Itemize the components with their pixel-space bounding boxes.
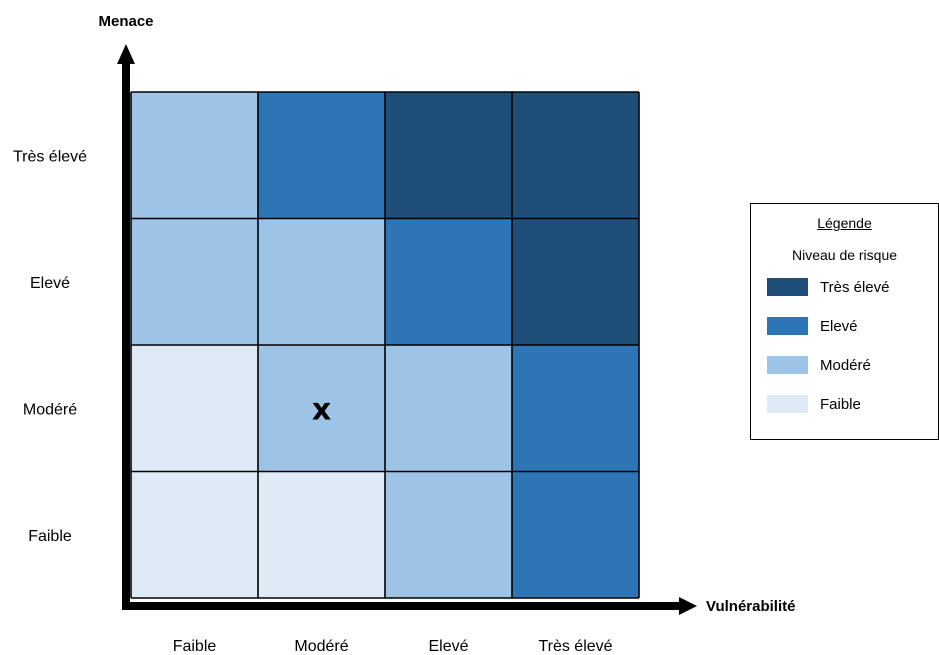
- heatmap-cell-tres-eleve-tres-eleve: [512, 92, 639, 219]
- heatmap-cell-tres-eleve-faible: [131, 92, 258, 219]
- position-marker: x: [312, 392, 331, 427]
- heatmap-cell-modere-eleve: [385, 345, 512, 472]
- heatmap-cell-faible-eleve: [385, 471, 512, 598]
- legend-title: Légende: [817, 215, 872, 231]
- heatmap-cell-tres-eleve-eleve: [385, 92, 512, 219]
- legend-subtitle: Niveau de risque: [791, 247, 898, 263]
- legend-swatch: [767, 395, 808, 413]
- y-tick-label: Très élevé: [13, 148, 87, 165]
- heatmap-cell-faible-tres-eleve: [512, 471, 639, 598]
- legend-label: Modéré: [820, 356, 871, 374]
- legend-label: Elevé: [820, 317, 858, 335]
- legend-label: Très élevé: [820, 278, 890, 296]
- x-tick-label: Faible: [173, 638, 217, 655]
- legend-item-eleve: Elevé: [767, 316, 858, 336]
- heatmap-cell-eleve-eleve: [385, 218, 512, 345]
- legend-label: Faible: [820, 395, 861, 413]
- legend-item-modere: Modéré: [767, 355, 871, 375]
- legend-swatch: [767, 278, 808, 296]
- x-tick-label: Très élevé: [538, 638, 612, 655]
- grid-lines: [130, 91, 640, 599]
- y-tick-label: Modéré: [23, 401, 77, 418]
- heatmap-cell-eleve-faible: [131, 218, 258, 345]
- heatmap-cell-modere-tres-eleve: [512, 345, 639, 472]
- heatmap-cell-eleve-tres-eleve: [512, 218, 639, 345]
- legend-swatch: [767, 356, 808, 374]
- heatmap-cell-modere-modere: [258, 345, 385, 472]
- y-tick-label: Faible: [28, 528, 72, 545]
- y-axis-arrowhead: [117, 44, 135, 64]
- x-axis-title: Vulnérabilité: [706, 598, 795, 615]
- heatmap-cell-faible-faible: [131, 471, 258, 598]
- heatmap-cell-faible-modere: [258, 471, 385, 598]
- x-tick-label: Elevé: [428, 638, 468, 655]
- x-axis-arrowhead: [679, 597, 697, 615]
- x-tick-label: Modéré: [294, 638, 348, 655]
- legend: Légende Niveau de risque Très élevé Elevé…: [750, 203, 939, 440]
- y-axis-title: Menace: [98, 13, 153, 30]
- heatmap-cell-eleve-modere: [258, 218, 385, 345]
- legend-item-faible: Faible: [767, 394, 861, 414]
- heatmap-cell-tres-eleve-modere: [258, 92, 385, 219]
- legend-swatch: [767, 317, 808, 335]
- legend-item-tres-eleve: Très élevé: [767, 277, 889, 297]
- y-tick-label: Elevé: [30, 275, 70, 292]
- heatmap-cell-modere-faible: [131, 345, 258, 472]
